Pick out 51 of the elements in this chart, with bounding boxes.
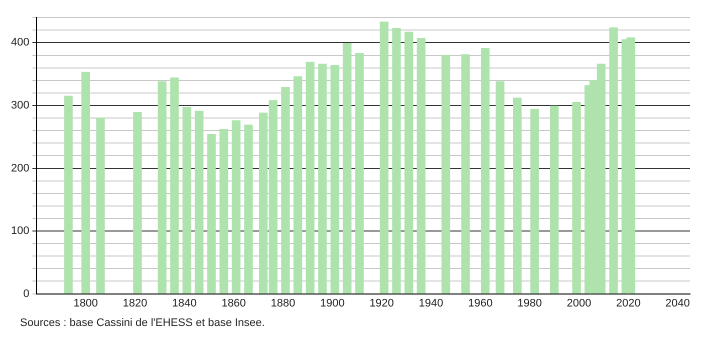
x-tick-label: 1820 — [122, 297, 148, 310]
bar — [342, 43, 352, 294]
bar — [96, 118, 105, 294]
bar — [207, 134, 216, 294]
bar — [609, 27, 618, 294]
x-tick-label: 1980 — [517, 297, 542, 310]
bar — [530, 108, 539, 294]
y-tick-label: 100 — [10, 225, 30, 238]
bar — [158, 81, 166, 294]
bar — [306, 62, 314, 294]
bar — [496, 81, 504, 294]
bar — [330, 64, 340, 294]
y-tick-label: 200 — [10, 162, 30, 174]
bar — [170, 78, 179, 294]
bar — [133, 112, 142, 294]
y-tick-label: 300 — [10, 100, 30, 112]
bar — [182, 107, 192, 294]
bar — [416, 38, 426, 294]
bar — [480, 48, 490, 294]
bar — [392, 28, 401, 294]
x-tick-label: 1920 — [369, 297, 394, 310]
bar — [513, 98, 522, 294]
bar — [441, 54, 450, 294]
x-tick-label: 1800 — [73, 297, 98, 310]
bar — [219, 129, 228, 294]
y-tick-label: 400 — [10, 36, 30, 49]
y-tick-label: 0 — [23, 288, 30, 300]
x-tick-label: 1860 — [221, 297, 246, 310]
bar — [232, 120, 240, 294]
bar — [194, 110, 204, 294]
bar — [244, 124, 253, 294]
bar — [81, 72, 90, 294]
x-tick-label: 2040 — [665, 297, 690, 310]
source-note: Sources : base Cassini de l'EHESS et base Insee. — [20, 317, 266, 329]
bar — [293, 76, 302, 294]
bar — [355, 53, 364, 294]
x-tick-label: 1940 — [418, 297, 444, 310]
bar — [461, 54, 470, 294]
x-tick-label: 1840 — [172, 297, 197, 310]
bar — [404, 32, 414, 294]
bar — [380, 22, 388, 294]
x-tick-label: 1960 — [468, 297, 493, 310]
bar — [550, 106, 559, 294]
bar — [318, 64, 327, 294]
x-tick-label: 2020 — [616, 297, 641, 310]
bar — [281, 86, 290, 294]
bar — [64, 96, 73, 294]
x-tick-label: 1880 — [270, 297, 296, 310]
x-tick-label: 2000 — [566, 297, 592, 310]
x-tick-label: 1900 — [320, 297, 345, 310]
bar — [572, 102, 581, 294]
